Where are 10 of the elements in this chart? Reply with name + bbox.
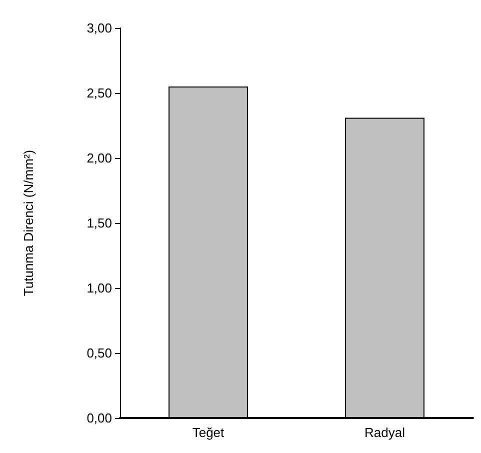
- y-axis-title: Tutunma Direnci (N/mm²): [21, 150, 36, 296]
- y-tick-label: 3,00: [86, 20, 112, 36]
- y-tick-label: 1,00: [86, 280, 112, 296]
- y-tick-label: 1,50: [86, 216, 112, 230]
- y-tick-label: 2,50: [86, 86, 112, 100]
- y-tick-label: 2,00: [86, 150, 112, 166]
- y-tick-label: 0,00: [86, 410, 112, 426]
- x-tick-label: Radyal: [364, 425, 406, 440]
- x-tick-label: Teğet: [192, 425, 225, 440]
- y-tick-label: 0,50: [86, 346, 112, 360]
